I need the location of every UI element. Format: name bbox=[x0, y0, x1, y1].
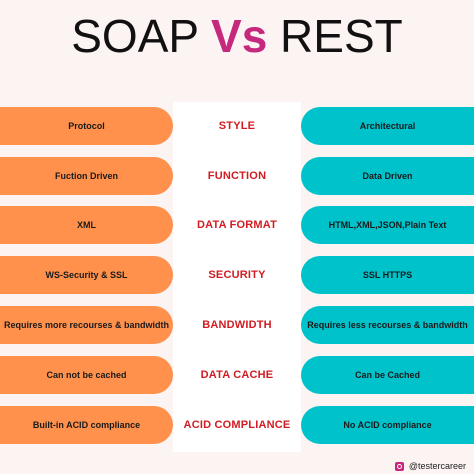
rest-value: Data Driven bbox=[301, 157, 474, 195]
comparison-row: Protocol STYLE Architectural bbox=[0, 107, 474, 145]
soap-value: XML bbox=[0, 206, 173, 244]
comparison-row: Built-in ACID compliance ACID COMPLIANCE N… bbox=[0, 406, 474, 444]
aspect-label: ACID COMPLIANCE bbox=[183, 419, 291, 431]
title-soap: SOAP bbox=[71, 10, 212, 62]
aspect-label: STYLE bbox=[218, 120, 256, 132]
aspect-label: SECURITY bbox=[208, 269, 266, 281]
rest-value: Architectural bbox=[301, 107, 474, 145]
soap-value: Fuction Driven bbox=[0, 157, 173, 195]
rest-value: HTML,XML,JSON,Plain Text bbox=[301, 206, 474, 244]
comparison-row: XML DATA FORMAT HTML,XML,JSON,Plain Text bbox=[0, 206, 474, 244]
aspect-label: FUNCTION bbox=[207, 170, 267, 182]
comparison-row: Can not be cached DATA CACHE Can be Cached bbox=[0, 356, 474, 394]
rest-value: SSL HTTPS bbox=[301, 256, 474, 294]
page-title: SOAP Vs REST bbox=[0, 8, 474, 64]
center-band bbox=[173, 102, 301, 452]
rest-value: Can be Cached bbox=[301, 356, 474, 394]
aspect-label: DATA FORMAT bbox=[197, 219, 277, 231]
soap-value: Can not be cached bbox=[0, 356, 173, 394]
rest-value: Requires less recourses & bandwidth bbox=[301, 306, 474, 344]
comparison-row: WS-Security & SSL SECURITY SSL HTTPS bbox=[0, 256, 474, 294]
aspect-label: DATA CACHE bbox=[200, 369, 274, 381]
soap-value: WS-Security & SSL bbox=[0, 256, 173, 294]
comparison-row: Fuction Driven FUNCTION Data Driven bbox=[0, 157, 474, 195]
rest-value: No ACID compliance bbox=[301, 406, 474, 444]
aspect-label: BANDWIDTH bbox=[202, 319, 272, 331]
soap-value: Protocol bbox=[0, 107, 173, 145]
footer-handle: @testercareer bbox=[408, 461, 466, 471]
soap-value: Requires more recourses & bandwidth bbox=[0, 306, 173, 344]
footer: @testercareer bbox=[394, 461, 466, 471]
instagram-icon bbox=[394, 461, 404, 471]
title-vs: Vs bbox=[211, 10, 268, 62]
title-rest: REST bbox=[267, 10, 403, 62]
comparison-row: Requires more recourses & bandwidth BANDW… bbox=[0, 306, 474, 344]
soap-value: Built-in ACID compliance bbox=[0, 406, 173, 444]
